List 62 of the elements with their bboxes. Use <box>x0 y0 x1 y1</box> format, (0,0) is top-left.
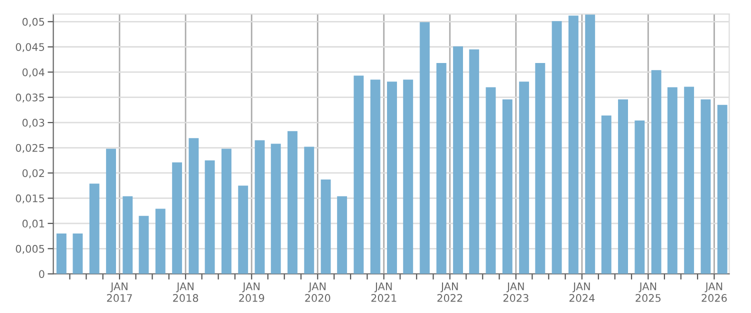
bar <box>502 99 512 274</box>
bar <box>155 208 166 274</box>
bar <box>684 86 694 274</box>
y-tick-label: 0,045 <box>16 43 44 52</box>
bar <box>304 146 314 274</box>
bar <box>221 148 232 274</box>
bar <box>420 22 430 274</box>
bar <box>535 63 546 274</box>
bar <box>138 216 149 274</box>
bar <box>469 49 480 274</box>
bar <box>651 70 662 274</box>
y-tick-label: 0,005 <box>16 244 44 254</box>
y-tick-label: 0,01 <box>22 220 44 229</box>
bar <box>370 80 380 274</box>
bar <box>354 76 364 274</box>
bar <box>254 140 265 274</box>
bar <box>238 186 248 274</box>
y-tick-label: 0 <box>39 270 44 278</box>
bar <box>585 14 596 274</box>
bar <box>172 162 182 274</box>
bar <box>618 99 628 274</box>
x-tick-label: JAN 2022 <box>437 282 462 302</box>
bar <box>106 148 116 274</box>
y-tick-label: 0,015 <box>16 194 44 204</box>
bar <box>667 87 678 274</box>
bar <box>122 196 133 274</box>
y-tick-label: 0,03 <box>22 118 44 128</box>
bar <box>436 63 446 274</box>
bar <box>634 120 645 274</box>
bar <box>337 196 348 274</box>
bar <box>204 160 215 274</box>
bar <box>486 87 496 274</box>
bar <box>270 144 281 274</box>
bar <box>717 104 728 274</box>
bar <box>601 115 612 274</box>
x-tick-label: JAN 2017 <box>107 282 132 302</box>
bar <box>403 80 414 274</box>
x-tick-label: JAN 2019 <box>239 282 264 302</box>
bar <box>453 46 464 274</box>
bar <box>56 234 66 274</box>
y-tick-label: 0,05 <box>22 18 44 27</box>
bar <box>552 21 562 274</box>
x-tick-label: JAN 2025 <box>636 282 661 302</box>
y-tick-label: 0,02 <box>22 169 44 178</box>
bar <box>568 16 578 274</box>
bar <box>288 131 298 274</box>
x-tick-label: JAN 2023 <box>503 282 528 302</box>
bar <box>72 234 83 274</box>
y-tick-label: 0,04 <box>22 68 44 78</box>
bar <box>700 99 711 274</box>
y-tick-label: 0,025 <box>16 144 44 153</box>
bar <box>320 180 331 274</box>
x-tick-label: JAN 2026 <box>702 282 727 302</box>
x-tick-label: JAN 2018 <box>173 282 198 302</box>
x-tick-label: JAN 2020 <box>305 282 330 302</box>
bar <box>89 184 100 274</box>
x-tick-label: JAN 2021 <box>371 282 396 302</box>
bar <box>387 82 397 274</box>
bar <box>519 82 530 274</box>
y-tick-label: 0,035 <box>16 94 44 102</box>
bar <box>188 138 199 274</box>
x-tick-label: JAN 2024 <box>569 282 595 302</box>
